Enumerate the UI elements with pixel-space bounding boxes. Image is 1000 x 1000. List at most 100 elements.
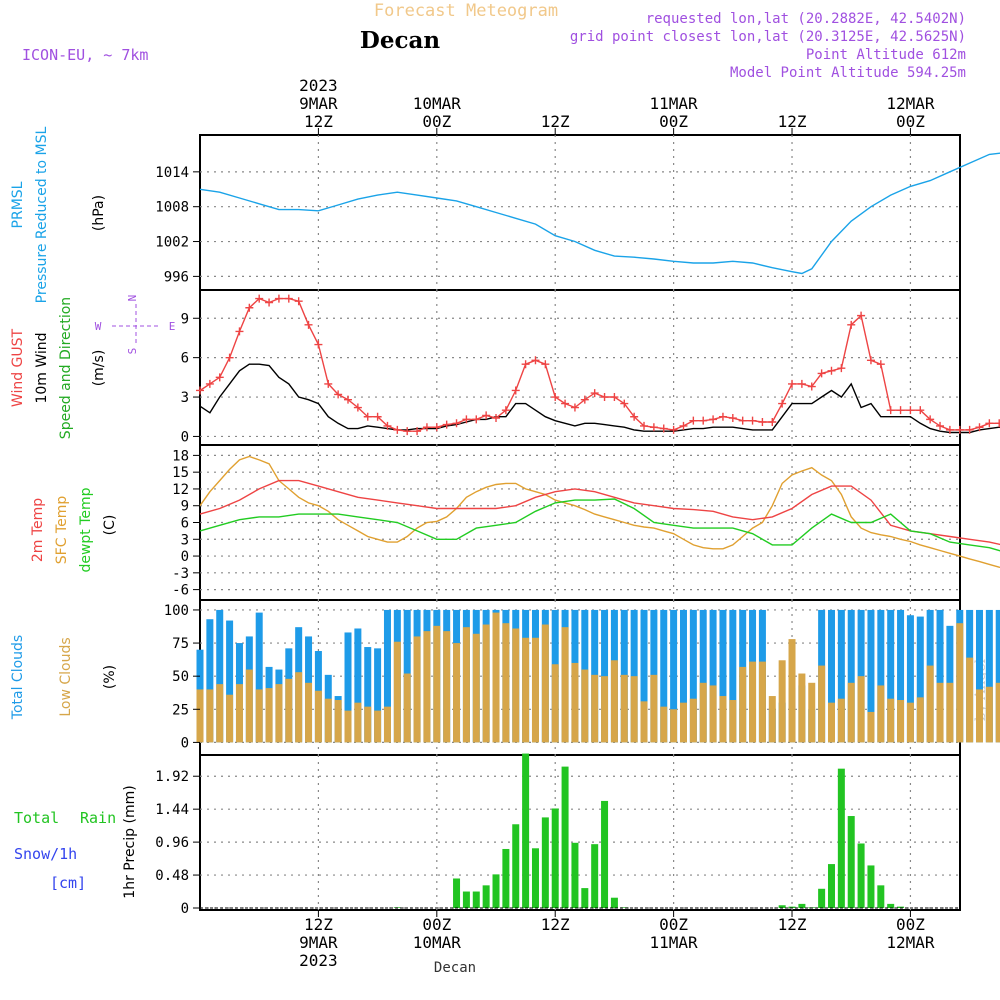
axis-labels: 9961002100810140369-6-303691215180255075… [155, 76, 935, 970]
x-bottom-label: 00Z [896, 915, 925, 934]
rain-bar [591, 844, 599, 908]
gust-marker [857, 311, 866, 320]
low-cloud-bar [571, 662, 579, 743]
low-cloud-bar [768, 696, 776, 743]
pressure-layer [199, 152, 1000, 275]
total-cloud-bar [670, 609, 678, 743]
rain-bar [877, 885, 885, 908]
gust-marker [975, 423, 984, 432]
low-cloud-bar [689, 698, 697, 743]
gust-marker [235, 327, 244, 336]
gust-marker [492, 414, 501, 423]
total-cloud-bar [906, 615, 914, 743]
rain-bar [897, 906, 905, 908]
low-cloud-bar [897, 700, 905, 743]
total-cloud-bar [995, 609, 1000, 743]
low-cloud-bar [255, 689, 263, 743]
low-cloud-bar [393, 641, 401, 743]
gust-marker [718, 412, 727, 421]
x-top-label: 00Z [896, 112, 925, 131]
gust-marker [945, 425, 954, 434]
x-top-label: 9MAR [299, 94, 338, 113]
low-cloud-bar [650, 674, 658, 743]
low-cloud-bar [956, 623, 964, 743]
rain-bar [551, 808, 559, 908]
rain-bar [561, 766, 569, 908]
low-cloud-bar [206, 689, 214, 743]
total-clouds-label: Total Clouds [10, 635, 26, 720]
gust-marker [551, 393, 560, 402]
gust-marker [758, 417, 767, 426]
total-cloud-bar [226, 620, 234, 743]
low-cloud-bar [383, 706, 391, 743]
rain-bar [788, 906, 796, 908]
rain-bar [541, 817, 549, 908]
low-cloud-bar [265, 688, 273, 743]
location-title: Decan [360, 27, 440, 54]
low-cloud-bar [531, 637, 539, 743]
total-cloud-bar [364, 647, 372, 743]
y-tick-label: 0.96 [155, 835, 189, 851]
x-bottom-label: 2023 [299, 951, 338, 970]
x-bottom-label: 9MAR [299, 933, 338, 952]
x-top-label: 12MAR [886, 94, 935, 113]
clouds-panel [199, 599, 961, 756]
low-cloud-bar [975, 689, 983, 743]
wind-panel [199, 289, 961, 446]
low-cloud-bar [729, 700, 737, 743]
rain-bar [472, 891, 480, 908]
x-top-label: 12Z [304, 112, 333, 131]
total-cloud-bar [255, 612, 263, 743]
y-tick-label: 6 [181, 351, 189, 367]
gust-marker [561, 399, 570, 408]
prmsl-unit: (hPa) [91, 195, 107, 231]
low-cloud-bar [926, 665, 934, 743]
gust-marker [482, 411, 491, 420]
precip-total-label: Total [14, 809, 59, 827]
low-cloud-bar [719, 696, 727, 743]
x-top-label: 00Z [422, 112, 451, 131]
gust-marker [452, 419, 461, 428]
gust-marker [649, 423, 658, 432]
total-cloud-bar [640, 609, 648, 743]
low-cloud-bar [778, 660, 786, 743]
tsfc-label: SFC Temp [54, 496, 70, 565]
y-tick-label: 1.92 [155, 769, 189, 785]
low-cloud-bar [482, 624, 490, 743]
gust-marker [748, 416, 757, 425]
gust-marker [541, 360, 550, 369]
total-cloud-bar [660, 609, 668, 743]
low-cloud-bar [462, 627, 470, 743]
gust-marker [728, 414, 737, 423]
gust-marker [679, 421, 688, 430]
gust-marker [965, 425, 974, 434]
wind-unit: (m/s) [91, 350, 107, 387]
gust-marker [531, 356, 540, 365]
rain-bar [887, 903, 895, 908]
low-cloud-bar [966, 657, 974, 743]
gust-marker [353, 403, 362, 412]
gust-marker [413, 427, 422, 436]
low-cloud-bar [887, 698, 895, 743]
low-cloud-bar [827, 702, 835, 743]
low-clouds-label: Low Clouds [58, 637, 74, 716]
rain-bar [531, 848, 539, 908]
total-cloud-bar [877, 609, 885, 743]
low-cloud-bar [551, 664, 559, 743]
gust-marker [363, 412, 372, 421]
low-cloud-bar [847, 682, 855, 743]
y-tick-label: 18 [172, 448, 189, 464]
low-cloud-bar [699, 682, 707, 743]
gust-marker [936, 421, 945, 430]
low-cloud-bar [334, 700, 342, 743]
low-cloud-bar [798, 673, 806, 743]
x-bottom-label: 11MAR [650, 933, 699, 952]
rain-bar [778, 905, 786, 908]
low-cloud-bar [620, 674, 628, 743]
gust-marker [906, 406, 915, 415]
x-bottom-label: 12Z [778, 915, 807, 934]
gust-marker [393, 425, 402, 434]
gust-marker [797, 379, 806, 388]
